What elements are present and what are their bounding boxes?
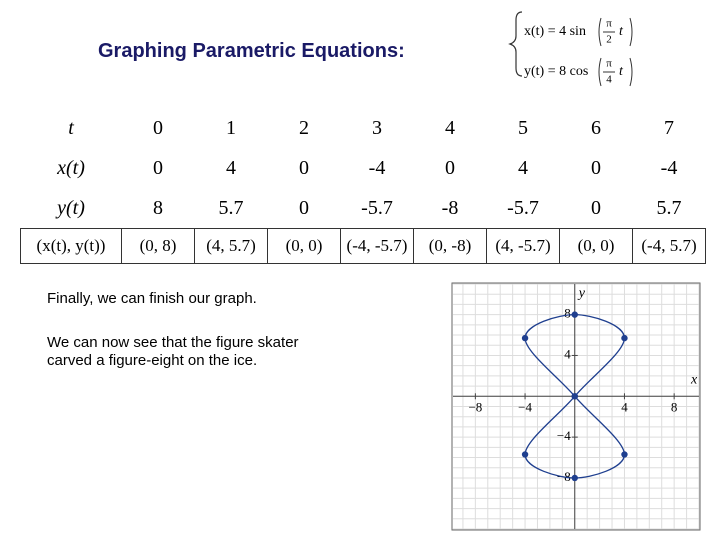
point [621,451,628,458]
title: Graphing Parametric Equations: [98,40,405,62]
table-cell: 1 [226,116,236,139]
table-cell: (0, 0) [559,228,633,264]
y-tick-label: −4 [557,428,571,443]
table-cell: (-4, -5.7) [340,228,414,264]
fraction-num: π [606,58,612,70]
brace [508,11,523,77]
x-tick-label: 8 [671,399,678,414]
paren [598,17,633,47]
x-tick-label: −8 [468,399,482,414]
table-cell: -8 [441,196,459,219]
table-cell: 0 [591,196,601,219]
table-row: (x(t), y(t)) (0, 8) (4, 5.7) (0, 0) (-4, -5.… [20,228,706,264]
table-cell: 0 [299,156,309,179]
table-cell: -5.7 [361,196,393,219]
table-cell: (0, 0) [267,228,341,264]
equation-var: t [619,64,624,79]
x-tick-label: 4 [621,399,628,414]
paren [598,57,633,87]
fraction-den: 2 [606,34,612,46]
y-axis-label: y [577,286,586,301]
table-cell: 7 [664,116,674,139]
point [521,334,529,342]
table-cell: 5 [518,116,528,139]
table-row: x(t) 0 4 0 -4 0 4 0 -4 [21,148,706,188]
fraction-num: π [606,18,612,30]
point [571,474,578,482]
table-cell: (0, -8) [413,228,487,264]
table-cell: 4 [445,116,455,139]
paragraph: We can now see that the figure skater ca… [47,334,299,369]
table-cell: (0, 8) [121,228,195,264]
table-cell: 0 [445,156,455,179]
table-cell: (4, 5.7) [194,228,268,264]
paragraph: Finally, we can finish our graph. [47,290,257,307]
value-table: t 0 1 2 3 4 5 6 7 x(t) 0 4 0 -4 0 4 0 -4 y(t) 8 5.7 0 -5.7 -8 -5… [20,108,706,264]
table-cell: 0 [153,116,163,139]
table-cell: -4 [660,156,678,179]
table-cell: 4 [226,156,236,179]
table-cell: 5.7 [218,196,244,219]
equation-lhs: x(t) = 4 sin [524,24,586,39]
x-axis-label: x [690,373,698,388]
table-cell: 5.7 [656,196,682,219]
table-cell: (x(t), y(t)) [20,228,122,264]
equation-var: t [619,24,624,39]
table-cell: -4 [368,156,386,179]
table-cell: t [68,116,74,139]
x-tick-label: −4 [518,399,532,414]
table-cell: y(t) [57,196,85,219]
table-row: t 0 1 2 3 4 5 6 7 [21,108,706,148]
fraction-den: 4 [606,74,612,86]
table-cell: 6 [591,116,601,139]
table-cell: 3 [372,116,382,139]
table-cell: 0 [153,156,163,179]
y-tick-label: 4 [564,346,571,361]
table-cell: (-4, 5.7) [632,228,706,264]
point [621,334,628,342]
point [521,451,529,458]
y-tick-label: 8 [564,306,571,321]
point [571,311,578,318]
table-cell: 0 [299,196,309,219]
table-cell: 8 [153,196,163,219]
table-row: y(t) 8 5.7 0 -5.7 -8 -5.7 0 5.7 [21,188,706,229]
table-cell: 2 [299,116,309,139]
table-cell: x(t) [57,156,85,179]
table-cell: 0 [591,156,601,179]
point [571,393,578,400]
table-cell: (4, -5.7) [486,228,560,264]
table-cell: 4 [518,156,528,179]
equation-lhs: y(t) = 8 cos [524,64,588,79]
table-cell: -5.7 [507,196,539,219]
